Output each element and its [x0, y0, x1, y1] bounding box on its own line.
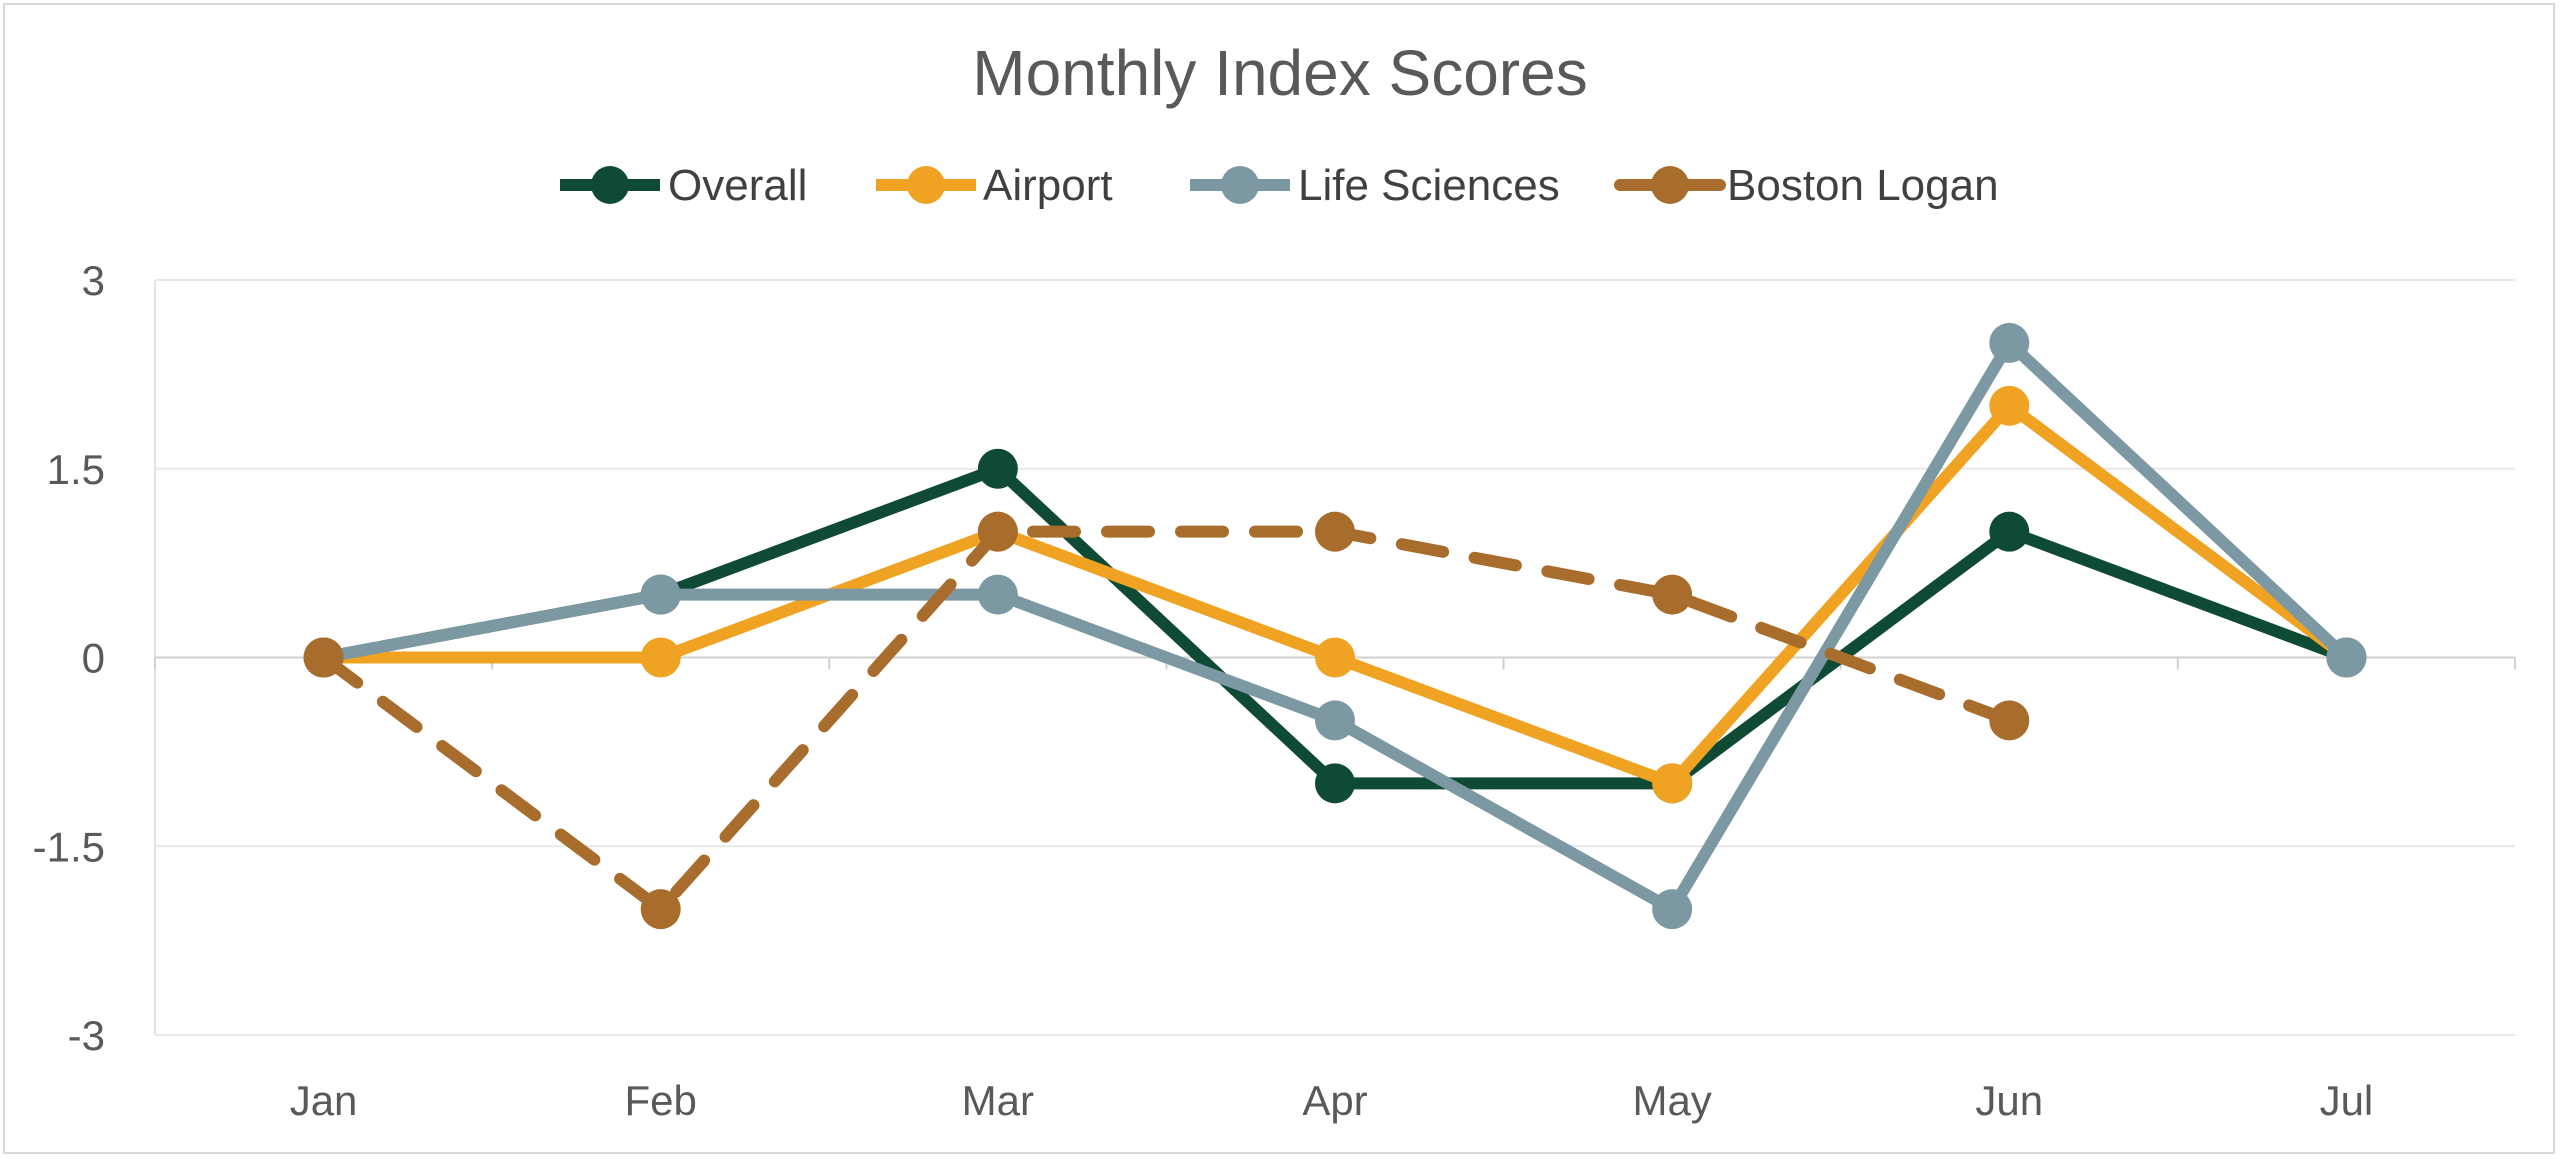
- data-point: [1989, 322, 2030, 363]
- chart-title: Monthly Index Scores: [972, 37, 1587, 109]
- y-tick-label: 0: [82, 635, 105, 682]
- data-point: [2326, 637, 2367, 678]
- legend-marker: [907, 166, 945, 204]
- data-point: [1989, 511, 2030, 552]
- y-tick-label: -3: [68, 1012, 105, 1059]
- x-tick-label: May: [1632, 1077, 1711, 1124]
- legend-entry: Life Sciences: [1190, 161, 1560, 210]
- data-point: [977, 448, 1018, 489]
- x-tick-label: Feb: [625, 1077, 697, 1124]
- legend: Overall Airport Life Sciences Boston Logan: [560, 161, 1999, 210]
- data-point: [640, 889, 681, 930]
- axes: 3 1.5 0 -1.5 -3 Jan Feb Mar Apr May Jun Jul: [33, 257, 2516, 1124]
- legend-entry: Overall: [560, 161, 807, 210]
- data-point: [1315, 637, 1355, 678]
- y-tick-label: 1.5: [47, 446, 105, 493]
- data-point: [1652, 763, 1693, 804]
- y-tick-label: 3: [82, 257, 105, 304]
- series-life-sciences: [303, 322, 2367, 930]
- legend-marker: [1651, 166, 1689, 204]
- gridlines: [155, 279, 2515, 1036]
- data-point: [1989, 700, 2030, 741]
- data-point: [977, 574, 1018, 615]
- legend-label: Airport: [983, 161, 1113, 210]
- data-point: [1652, 574, 1693, 615]
- legend-entry: Airport: [876, 161, 1113, 210]
- series-layer: [303, 322, 2367, 930]
- legend-label: Overall: [668, 161, 807, 210]
- legend-label: Life Sciences: [1298, 161, 1560, 210]
- x-tick-label: Jul: [2320, 1077, 2374, 1124]
- x-tick-label: Apr: [1302, 1077, 1367, 1124]
- series-overall: [303, 448, 2367, 804]
- data-point: [1315, 511, 1355, 552]
- y-tick-label: -1.5: [33, 823, 105, 870]
- legend-marker: [591, 166, 629, 204]
- series-boston-logan: [303, 511, 2030, 930]
- data-point: [1652, 889, 1693, 930]
- x-tick-label: Jun: [1975, 1077, 2043, 1124]
- x-tick-label: Jan: [290, 1077, 358, 1124]
- series-line: [317, 525, 2016, 916]
- data-point: [303, 637, 344, 678]
- legend-marker: [1221, 166, 1259, 204]
- data-point: [1989, 385, 2030, 426]
- legend-label: Boston Logan: [1727, 161, 1999, 210]
- x-tick-label: Mar: [962, 1077, 1034, 1124]
- data-point: [640, 574, 681, 615]
- legend-entry: Boston Logan: [1614, 161, 1999, 210]
- data-point: [977, 511, 1018, 552]
- data-point: [1315, 763, 1355, 804]
- data-point: [1315, 700, 1355, 741]
- series-airport: [303, 385, 2367, 804]
- data-point: [640, 637, 681, 678]
